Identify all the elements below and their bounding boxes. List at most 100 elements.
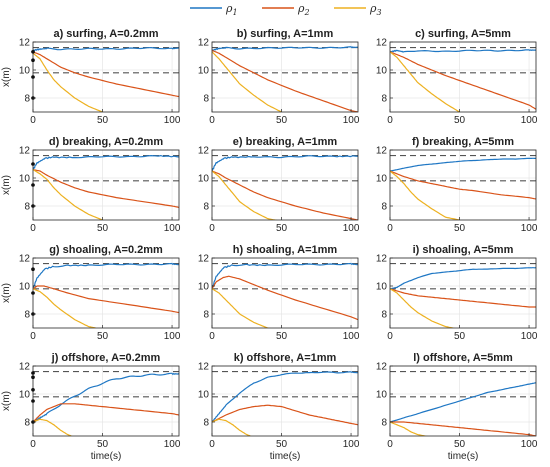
axes-box — [389, 365, 537, 437]
series-line-rho2 — [390, 170, 536, 200]
y-tick-label: 8 — [24, 418, 30, 429]
panel-e: e) breaking, A=1mm 0 50 100 8 10 12 — [198, 136, 360, 234]
series-line-rho2 — [212, 49, 358, 112]
x-tick-label: 0 — [30, 439, 36, 450]
x-tick-label: 0 — [387, 115, 393, 126]
axes-box — [32, 41, 180, 113]
y-axis-label: x(m) — [1, 175, 12, 195]
x-tick-label: 50 — [454, 223, 466, 234]
legend-entry-1: ρ1 — [190, 2, 238, 17]
panel-title: g) shoaling, A=0.2mm — [49, 244, 163, 256]
series-line-rho3 — [390, 288, 456, 328]
series-line-rho2 — [33, 51, 179, 98]
x-tick-label: 100 — [343, 439, 360, 450]
y-tick-label: 8 — [203, 418, 209, 429]
panel-title: c) surfing, A=5mm — [415, 28, 511, 40]
x-tick-label: 0 — [30, 115, 36, 126]
axes-box — [32, 149, 180, 221]
legend-entry-3: ρ3 — [334, 2, 382, 17]
x-axis-label: time(s) — [448, 451, 479, 462]
y-tick-label: 8 — [381, 94, 387, 105]
panel-a: a) surfing, A=0.2mm 0 50 100 8 10 12 x(m) — [1, 28, 181, 126]
x-tick-label: 100 — [164, 223, 181, 234]
y-tick-label: 10 — [198, 390, 210, 401]
panel-c: c) surfing, A=5mm 0 50 100 8 10 12 — [376, 28, 538, 126]
panel-title: f) breaking, A=5mm — [412, 136, 514, 148]
y-tick-label: 8 — [381, 202, 387, 213]
y-tick-label: 8 — [203, 202, 209, 213]
y-tick-label: 12 — [19, 362, 31, 373]
axes-box — [211, 149, 359, 221]
series-line-rho1 — [33, 262, 179, 289]
series-line-rho1 — [212, 155, 358, 172]
x-tick-label: 50 — [454, 331, 466, 342]
series-line-rho1 — [390, 49, 536, 53]
x-tick-label: 100 — [521, 115, 538, 126]
legend-label: ρ1 — [225, 2, 238, 17]
panel-d: d) breaking, A=0.2mm 0 50 100 8 10 12 x(m) — [1, 136, 181, 234]
y-tick-label: 12 — [19, 146, 31, 157]
x-tick-label: 0 — [387, 223, 393, 234]
y-tick-label: 10 — [376, 282, 388, 293]
series-line-rho3 — [33, 418, 73, 436]
panel-title: j) offshore, A=0.2mm — [51, 352, 161, 364]
panel-title: h) shoaling, A=1mm — [233, 244, 338, 256]
panel-l: l) offshore, A=5mm 0 50 100 8 10 12 time(s) — [376, 352, 538, 462]
series-line-rho1 — [33, 46, 179, 51]
axes-box — [389, 257, 537, 329]
series-line-rho1 — [212, 262, 358, 289]
y-tick-label: 8 — [381, 310, 387, 321]
series-line-rho3 — [212, 51, 282, 112]
y-tick-label: 8 — [24, 310, 30, 321]
x-tick-label: 50 — [454, 115, 466, 126]
legend-label: ρ3 — [369, 2, 382, 17]
legend-entry-2: ρ2 — [262, 2, 310, 17]
y-tick-label: 8 — [24, 202, 30, 213]
y-tick-label: 10 — [376, 174, 388, 185]
series-line-rho1 — [33, 372, 179, 423]
y-tick-label: 12 — [198, 362, 210, 373]
panel-b: b) surfing, A=1mm 0 50 100 8 10 12 — [198, 28, 360, 126]
series-line-rho2 — [33, 403, 179, 423]
series-line-rho2 — [390, 421, 536, 436]
series-line-rho1 — [33, 154, 179, 170]
series-line-rho2 — [33, 169, 179, 208]
x-tick-label: 100 — [521, 331, 538, 342]
y-tick-label: 10 — [19, 390, 31, 401]
y-tick-label: 12 — [198, 254, 210, 265]
x-tick-label: 50 — [97, 223, 109, 234]
panel-k: k) offshore, A=1mm 0 50 100 8 10 12 time(s) — [198, 352, 360, 462]
x-tick-label: 0 — [30, 331, 36, 342]
panel-title: e) breaking, A=1mm — [233, 136, 338, 148]
y-tick-label: 8 — [381, 418, 387, 429]
series-line-rho3 — [390, 170, 460, 220]
panel-title: k) offshore, A=1mm — [234, 352, 337, 364]
y-tick-label: 12 — [198, 146, 210, 157]
y-tick-label: 10 — [198, 174, 210, 185]
series-line-rho2 — [390, 288, 536, 308]
y-tick-label: 10 — [198, 282, 210, 293]
series-line-rho3 — [390, 51, 460, 112]
y-tick-label: 10 — [19, 282, 31, 293]
y-tick-label: 8 — [24, 94, 30, 105]
y-tick-label: 10 — [198, 66, 210, 77]
axes-box — [211, 257, 359, 329]
legend: ρ1 ρ2 ρ3 — [190, 2, 382, 17]
x-tick-label: 50 — [276, 115, 288, 126]
axes-box — [389, 149, 537, 221]
series-line-rho3 — [33, 52, 103, 112]
x-tick-label: 50 — [97, 439, 109, 450]
y-tick-label: 12 — [19, 254, 31, 265]
axes-box — [32, 365, 180, 437]
series-line-rho3 — [33, 169, 103, 220]
x-tick-label: 100 — [164, 331, 181, 342]
y-axis-label: x(m) — [1, 67, 12, 87]
series-line-rho1 — [390, 267, 536, 290]
y-tick-label: 10 — [19, 174, 31, 185]
axes-box — [389, 41, 537, 113]
x-tick-label: 100 — [521, 439, 538, 450]
x-tick-label: 0 — [30, 223, 36, 234]
x-tick-label: 100 — [164, 115, 181, 126]
y-tick-label: 12 — [376, 146, 388, 157]
